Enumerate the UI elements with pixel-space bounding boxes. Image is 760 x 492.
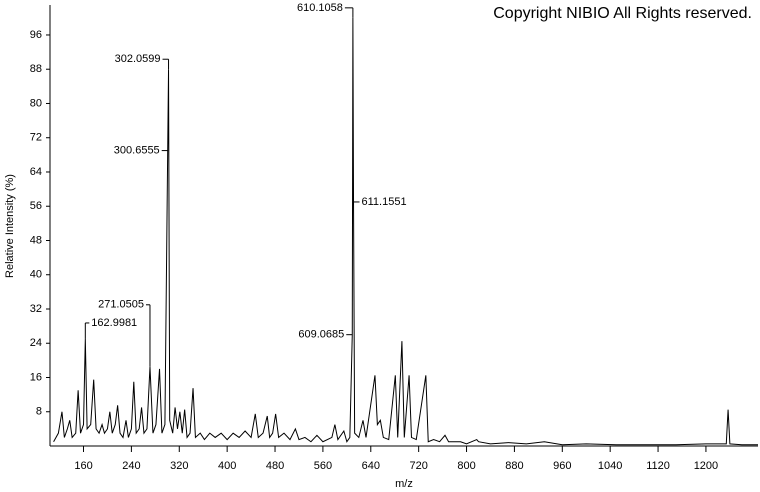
y-tick-label: 24 [30, 337, 42, 349]
x-tick-label: 560 [314, 460, 332, 472]
x-tick-label: 160 [74, 460, 92, 472]
x-tick-label: 640 [362, 460, 380, 472]
x-tick-label: 720 [409, 460, 427, 472]
chart-title: Copyright NIBIO All Rights reserved. [493, 5, 752, 22]
y-tick-label: 8 [36, 406, 42, 418]
x-tick-label: 400 [218, 460, 236, 472]
x-tick-label: 1040 [598, 460, 622, 472]
spectrum-line [53, 17, 758, 446]
x-tick-label: 480 [266, 460, 284, 472]
peak-label: 610.1058 [297, 2, 343, 14]
peak-label: 300.6555 [114, 144, 160, 156]
y-tick-label: 32 [30, 303, 42, 315]
peak-label: 611.1551 [362, 196, 407, 208]
x-tick-label: 880 [505, 460, 523, 472]
x-tick-label: 800 [457, 460, 475, 472]
x-tick-label: 1120 [646, 460, 670, 472]
y-tick-label: 72 [30, 132, 42, 144]
y-tick-label: 80 [30, 97, 42, 109]
peak-label: 162.9981 [91, 317, 137, 329]
x-tick-label: 320 [170, 460, 188, 472]
y-tick-label: 48 [30, 234, 42, 246]
x-axis-label: m/z [395, 478, 413, 490]
x-tick-label: 960 [553, 460, 571, 472]
y-tick-label: 40 [30, 269, 42, 281]
y-tick-label: 16 [30, 371, 42, 383]
peak-label: 271.0505 [98, 299, 144, 311]
x-tick-label: 1200 [694, 460, 718, 472]
y-tick-label: 88 [30, 63, 42, 75]
y-axis-label: Relative Intensity (%) [4, 174, 16, 278]
y-tick-label: 56 [30, 200, 42, 212]
peak-label: 609.0685 [298, 329, 344, 341]
y-tick-label: 96 [30, 29, 42, 41]
x-tick-label: 240 [122, 460, 140, 472]
peak-label: 302.0599 [115, 53, 161, 65]
y-tick-label: 64 [30, 166, 42, 178]
